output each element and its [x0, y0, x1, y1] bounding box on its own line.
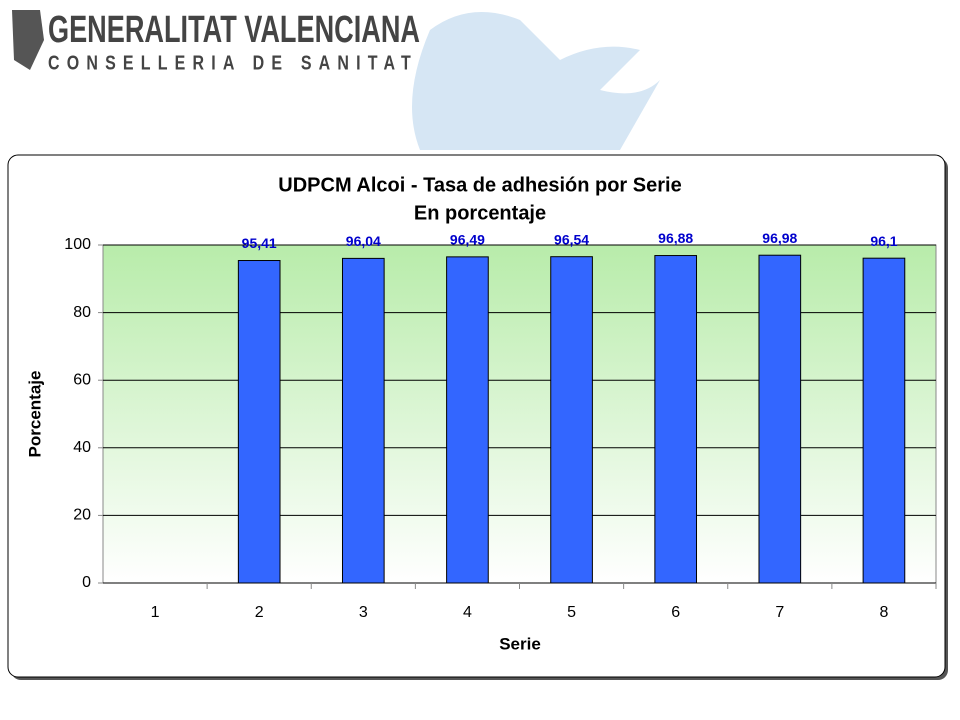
x-tick-label: 7 [775, 604, 784, 621]
plot-area [102, 244, 937, 584]
x-tick-label: 5 [567, 604, 576, 621]
value-label: 96,1 [870, 233, 897, 249]
bar [341, 257, 385, 584]
bar [654, 255, 698, 584]
bar [237, 260, 281, 584]
value-label: 96,88 [658, 230, 693, 246]
x-tick-label: 4 [463, 604, 472, 621]
value-label: 96,98 [762, 230, 797, 246]
value-label: 96,04 [346, 233, 381, 249]
x-axis-label: Serie [499, 634, 541, 653]
chart-title: UDPCM Alcoi - Tasa de adhesión por Serie [278, 174, 681, 196]
y-tick-label: 0 [82, 574, 91, 591]
header-subtitle: CONSELLERIA DE SANITAT [48, 52, 418, 74]
bar [550, 256, 593, 584]
watermark [412, 12, 660, 150]
value-label: 96,49 [450, 232, 485, 248]
logo [12, 10, 44, 70]
y-tick-label: 100 [64, 236, 91, 253]
y-tick-label: 80 [73, 304, 91, 321]
x-tick-label: 1 [151, 604, 160, 621]
y-axis-label: Porcentaje [25, 371, 44, 458]
x-tick-label: 6 [671, 604, 680, 621]
bar [758, 254, 802, 584]
bar [446, 256, 489, 584]
x-tick-label: 3 [359, 604, 368, 621]
header-title: GENERALITAT VALENCIANA [48, 9, 420, 51]
x-tick-label: 2 [255, 604, 264, 621]
y-tick-label: 20 [73, 507, 91, 524]
y-tick-label: 60 [73, 371, 91, 388]
x-tick-label: 8 [879, 604, 888, 621]
value-label: 96,54 [554, 231, 589, 247]
y-tick-label: 40 [73, 439, 91, 456]
chart-subtitle: En porcentaje [414, 202, 546, 224]
bar [862, 257, 906, 584]
value-label: 95,41 [242, 235, 277, 251]
